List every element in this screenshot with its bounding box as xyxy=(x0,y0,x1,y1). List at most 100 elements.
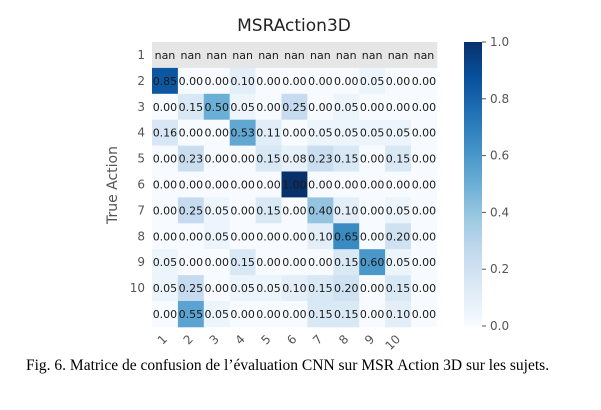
heatmap-cell xyxy=(152,67,179,95)
cell-value-label: 0.00 xyxy=(412,178,437,191)
x-tick-label: 6 xyxy=(284,332,299,347)
cell-value-label: 0.00 xyxy=(360,204,385,217)
heatmap-cell xyxy=(177,275,205,302)
heatmap-cell xyxy=(152,275,179,302)
cell-value-label: 0.15 xyxy=(308,308,333,321)
cell-value-label: 0.00 xyxy=(256,178,281,191)
heatmap-cell xyxy=(229,223,256,250)
y-tick-label: 4 xyxy=(137,126,145,140)
heatmap-cell xyxy=(411,42,438,69)
cell-value-label: 0.15 xyxy=(334,153,359,166)
cell-value-label: nan xyxy=(206,49,227,62)
x-tick-label: 7 xyxy=(310,332,325,347)
heatmap-cell xyxy=(203,145,231,172)
colorbar xyxy=(464,42,482,326)
heatmap-cell xyxy=(177,145,205,172)
x-tick-label: 3 xyxy=(207,332,222,347)
cell-value-label: 0.00 xyxy=(282,256,307,269)
cell-value-label: 0.05 xyxy=(230,101,255,114)
cell-value-label: 0.00 xyxy=(256,101,281,114)
cell-value-label: 0.00 xyxy=(282,230,307,243)
cell-value-label: 0.00 xyxy=(308,178,333,191)
heatmap-cell xyxy=(333,275,360,302)
cell-value-label: 0.10 xyxy=(230,75,255,88)
cell-value-label: 0.15 xyxy=(386,153,411,166)
cell-value-label: 0.00 xyxy=(153,153,178,166)
heatmap-cell xyxy=(177,197,205,224)
heatmap-cell xyxy=(255,249,282,276)
heatmap-cell xyxy=(359,223,386,250)
heatmap-cell xyxy=(281,197,308,224)
cell-value-label: 0.10 xyxy=(386,308,411,321)
cell-value-label: 0.10 xyxy=(308,230,333,243)
heatmap-cell xyxy=(203,119,231,146)
cell-value-label: 0.05 xyxy=(386,204,411,217)
cell-value-label: 0.00 xyxy=(256,308,281,321)
cell-value-label: 0.00 xyxy=(412,230,437,243)
heatmap-cell xyxy=(203,67,231,95)
cell-value-label: 0.15 xyxy=(179,101,204,114)
cell-value-label: 0.05 xyxy=(256,282,281,295)
cell-value-label: 0.00 xyxy=(179,230,204,243)
cell-value-label: 0.08 xyxy=(282,153,307,166)
cell-value-label: 0.00 xyxy=(334,178,359,191)
heatmap-cell xyxy=(152,171,179,198)
heatmap-cell xyxy=(281,223,308,250)
heatmap-cell xyxy=(203,171,231,198)
cell-value-label: 0.23 xyxy=(179,153,204,166)
heatmap-cell xyxy=(411,93,438,121)
cell-value-label: 0.00 xyxy=(153,308,178,321)
heatmap-cell xyxy=(152,119,179,146)
heatmap-cell xyxy=(152,197,179,224)
cell-value-label: 0.15 xyxy=(230,256,255,269)
heatmap-cell xyxy=(152,145,179,172)
cell-value-label: 0.00 xyxy=(360,153,385,166)
heatmap-cell xyxy=(203,42,231,69)
colorbar-tick-label: 1.0 xyxy=(490,35,509,49)
cell-value-label: 0.55 xyxy=(179,308,204,321)
heatmap-cell xyxy=(411,171,438,198)
heatmap-cell xyxy=(385,171,412,198)
cell-value-label: 0.85 xyxy=(153,75,178,88)
heatmap-cell xyxy=(229,145,256,172)
heatmap-cell xyxy=(177,67,205,95)
heatmap-cell xyxy=(203,275,231,302)
heatmap-cell xyxy=(255,223,282,250)
heatmap-cell xyxy=(411,145,438,172)
heatmap-cell xyxy=(333,145,360,172)
heatmap-cell xyxy=(152,249,179,276)
cell-value-label: 0.15 xyxy=(308,282,333,295)
cell-value-label: 0.25 xyxy=(179,204,204,217)
cell-value-label: 0.00 xyxy=(334,75,359,88)
cell-value-label: 0.00 xyxy=(360,282,385,295)
cell-value-label: 0.00 xyxy=(205,178,230,191)
heatmap-cell xyxy=(255,67,282,95)
y-tick-label: 10 xyxy=(130,281,145,295)
cell-value-label: 0.05 xyxy=(153,256,178,269)
heatmap-cell xyxy=(203,249,231,276)
heatmap-cell xyxy=(333,171,360,198)
heatmap-cell xyxy=(229,249,256,276)
heatmap-cell xyxy=(333,301,360,328)
cell-value-label: nan xyxy=(284,49,305,62)
cell-value-label: 0.15 xyxy=(256,204,281,217)
cell-value-label: 0.20 xyxy=(386,230,411,243)
cell-value-label: 0.00 xyxy=(412,308,437,321)
x-tick-label: 9 xyxy=(362,332,377,347)
cell-value-label: 0.15 xyxy=(334,256,359,269)
colorbar-tick-label: 0.2 xyxy=(490,262,509,276)
heatmap-cell xyxy=(177,171,205,198)
heatmap-cell xyxy=(255,171,282,198)
cell-value-label: 0.00 xyxy=(412,204,437,217)
heatmap-cell xyxy=(307,223,334,250)
cell-value-label: 0.00 xyxy=(205,75,230,88)
cell-value-label: 0.50 xyxy=(205,101,230,114)
cell-value-label: 0.00 xyxy=(308,101,333,114)
cell-value-label: 0.05 xyxy=(153,282,178,295)
cell-value-label: 0.00 xyxy=(308,256,333,269)
cell-value-label: 0.00 xyxy=(205,256,230,269)
heatmap-cell xyxy=(307,171,334,198)
heatmap-cell xyxy=(177,301,205,328)
heatmap-cell xyxy=(359,301,386,328)
heatmap-cells xyxy=(152,42,438,328)
